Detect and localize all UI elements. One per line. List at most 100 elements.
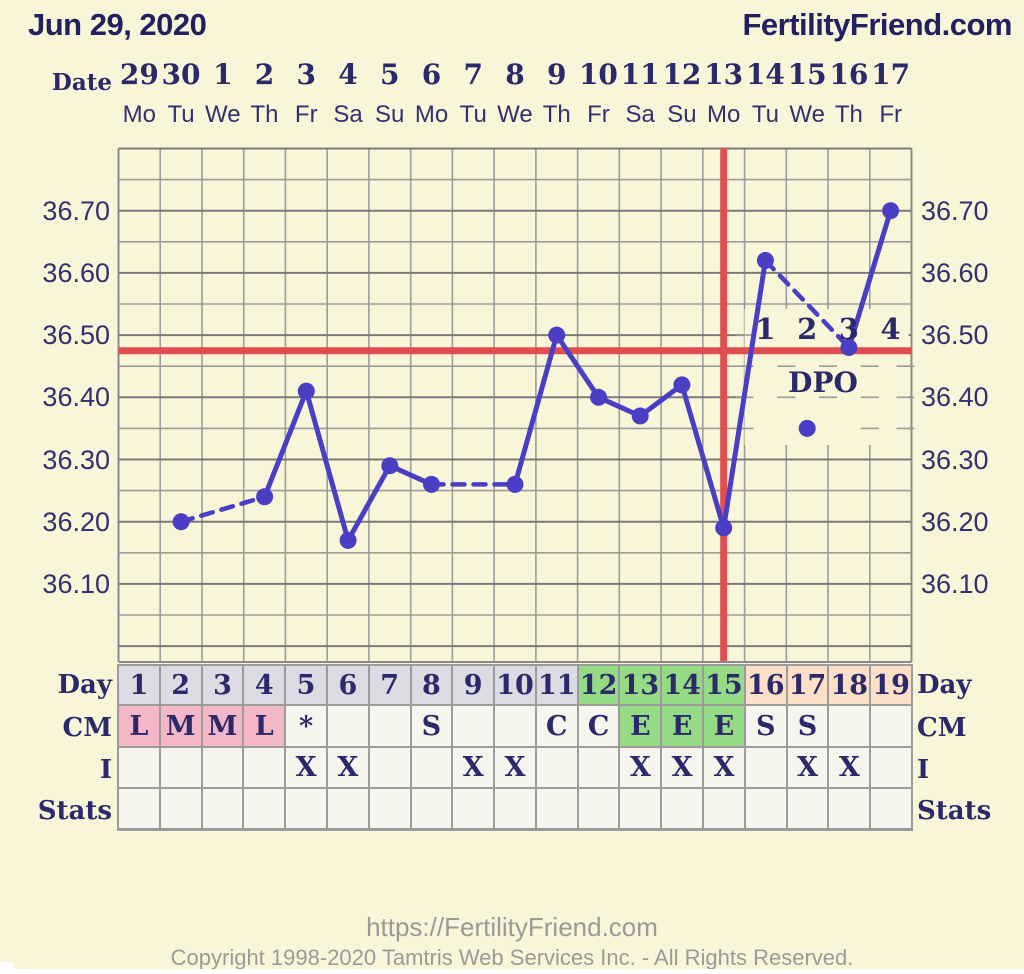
y-tick-label: 36.30 bbox=[921, 444, 989, 475]
day-cell-day-15: 15 bbox=[704, 666, 744, 704]
date-tick: 8 bbox=[505, 58, 525, 91]
footer-copyright: Copyright 1998-2020 Tamtris Web Services… bbox=[170, 945, 854, 970]
temperature-line bbox=[262, 388, 434, 543]
cm-cell-day-17: S bbox=[787, 706, 828, 746]
intercourse-cell-day-17: X bbox=[787, 748, 828, 787]
table-row-label-left: Stats bbox=[37, 795, 112, 826]
day-cell-day-7: 7 bbox=[369, 666, 410, 704]
temperature-line-dashed bbox=[763, 258, 852, 350]
intercourse-cell-day-1 bbox=[119, 748, 159, 787]
weekday-tick: Fr bbox=[587, 101, 610, 128]
stats-cell-day-4 bbox=[244, 789, 285, 828]
brand-title: FertilityFriend.com bbox=[742, 7, 1012, 42]
date-tick: 11 bbox=[620, 58, 660, 91]
table-row-label-right: Day bbox=[917, 670, 972, 700]
date-row-label: Date bbox=[51, 69, 112, 96]
day-cell-day-2: 2 bbox=[160, 666, 201, 704]
temp-dot-day-18 bbox=[840, 339, 858, 356]
temp-dot-day-2 bbox=[172, 513, 190, 531]
y-tick-label: 36.60 bbox=[921, 257, 989, 288]
temperature-line bbox=[846, 208, 894, 350]
date-tick: 4 bbox=[338, 58, 358, 91]
temp-dot-day-15 bbox=[715, 519, 733, 537]
day-cell-day-18: 18 bbox=[829, 666, 870, 704]
day-cell-day-6: 6 bbox=[327, 666, 368, 704]
temp-dot-day-14 bbox=[673, 376, 691, 394]
temp-dot-day-12 bbox=[590, 388, 607, 406]
date-tick: 2 bbox=[254, 58, 275, 91]
weekday-tick: Th bbox=[250, 101, 279, 128]
cm-cell-day-14: E bbox=[662, 706, 703, 746]
weekday-tick: We bbox=[205, 101, 241, 128]
stats-cell-day-11 bbox=[536, 789, 577, 828]
temperature-line-dashed bbox=[178, 494, 267, 524]
intercourse-cell-day-19 bbox=[871, 748, 911, 787]
y-tick-label: 36.10 bbox=[921, 568, 989, 599]
table-row-label-right: CM bbox=[917, 713, 967, 743]
weekday-tick: Th bbox=[542, 101, 571, 128]
intercourse-cell-day-7 bbox=[369, 748, 410, 787]
intercourse-cell-day-5: X bbox=[286, 748, 326, 787]
date-tick: 13 bbox=[704, 58, 744, 91]
cm-cell-day-4: L bbox=[244, 706, 285, 746]
daily-data-table: 1 2 3 4 5 6 7 8 9 10 11 12 13 14 15 16 17 18 19 L M M L * S C C E E E… bbox=[117, 664, 913, 831]
date-tick: 15 bbox=[787, 58, 827, 91]
stats-cell-day-7 bbox=[369, 789, 410, 828]
dpo-number: 1 bbox=[755, 312, 775, 346]
y-tick-label: 36.20 bbox=[42, 506, 110, 537]
weekday-tick: We bbox=[497, 101, 533, 128]
cm-cell-day-15: E bbox=[704, 706, 744, 746]
temp-dot-day-10 bbox=[506, 475, 524, 493]
y-tick-label: 36.70 bbox=[42, 195, 110, 226]
day-cell-day-1: 1 bbox=[119, 666, 159, 704]
day-cell-day-4: 4 bbox=[244, 666, 285, 704]
date-tick: 9 bbox=[546, 58, 567, 91]
weekday-tick: Tu bbox=[167, 101, 195, 128]
intercourse-cell-day-2 bbox=[160, 748, 201, 787]
weekday-tick: Fr bbox=[879, 101, 902, 128]
cm-cell-day-1: L bbox=[119, 706, 159, 746]
cm-cell-day-8: S bbox=[411, 706, 452, 746]
y-tick-label: 36.60 bbox=[42, 257, 110, 288]
weekday-tick: Su bbox=[667, 101, 697, 128]
cm-cell-day-3: M bbox=[202, 706, 243, 746]
table-row-label-left: CM bbox=[62, 713, 112, 743]
stats-cell-day-1 bbox=[119, 789, 159, 828]
stats-cell-day-3 bbox=[202, 789, 243, 828]
intercourse-cell-day-9: X bbox=[453, 748, 494, 787]
stats-cell-day-8 bbox=[411, 789, 452, 828]
stats-cell-day-13 bbox=[620, 789, 661, 828]
day-cell-day-5: 5 bbox=[286, 666, 326, 704]
table-row-label-left: Day bbox=[57, 670, 112, 700]
y-tick-label: 36.40 bbox=[921, 382, 989, 413]
weekday-tick: Su bbox=[375, 101, 405, 128]
cm-cell-day-12: C bbox=[578, 706, 619, 746]
dpo-patch bbox=[744, 309, 909, 445]
stats-cell-day-2 bbox=[160, 789, 201, 828]
cm-cell-day-16: S bbox=[745, 706, 786, 746]
y-tick-label: 36.50 bbox=[921, 320, 989, 351]
weekday-tick: We bbox=[789, 101, 825, 128]
date-tick: 17 bbox=[871, 58, 911, 91]
day-cell-day-12: 12 bbox=[578, 666, 619, 704]
intercourse-cell-day-12 bbox=[578, 748, 619, 787]
date-tick: 30 bbox=[161, 58, 201, 91]
weekday-tick: Th bbox=[834, 101, 863, 128]
cm-cell-day-2: M bbox=[160, 706, 201, 746]
weekday-tick: Tu bbox=[751, 101, 779, 128]
date-tick: 12 bbox=[662, 58, 702, 91]
dpo-number: 3 bbox=[839, 312, 859, 346]
cm-cell-day-18 bbox=[829, 706, 870, 746]
y-tick-label: 36.40 bbox=[42, 382, 110, 413]
cm-cell-day-19 bbox=[871, 706, 911, 746]
date-tick: 7 bbox=[463, 58, 483, 91]
dpo-number: 2 bbox=[797, 312, 817, 346]
intercourse-cell-day-14: X bbox=[662, 748, 703, 787]
temp-dot-day-16 bbox=[756, 252, 774, 269]
intercourse-cell-day-13: X bbox=[620, 748, 661, 787]
weekday-tick: Tu bbox=[459, 101, 487, 128]
weekday-tick: Mo bbox=[414, 101, 449, 128]
cm-cell-day-11: C bbox=[536, 706, 577, 746]
date-tick: 5 bbox=[379, 58, 400, 91]
